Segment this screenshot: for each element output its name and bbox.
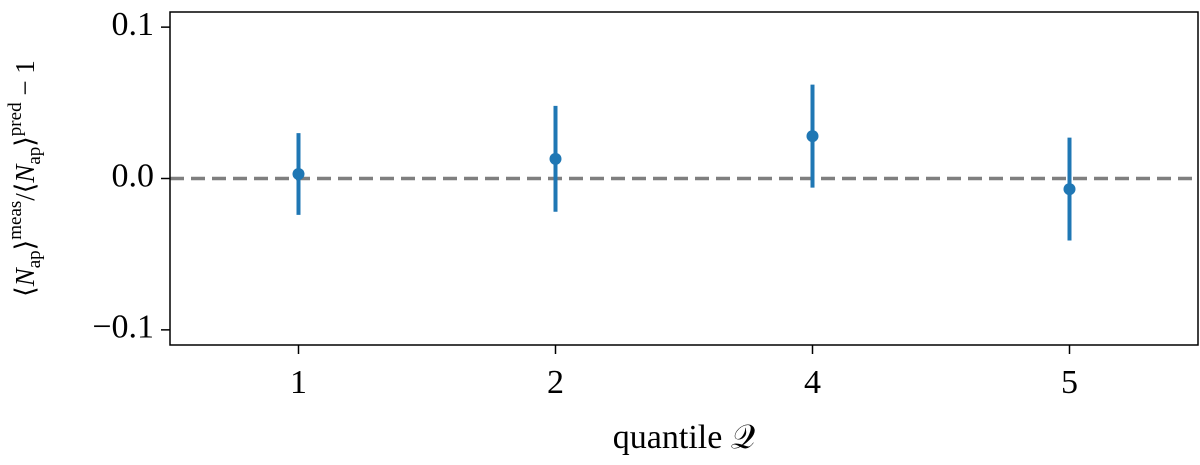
- y-axis-label-part: N: [10, 163, 40, 184]
- y-axis-label-part: pred: [5, 102, 26, 136]
- data-point: [549, 152, 562, 165]
- y-tick-label: −0.1: [92, 309, 154, 346]
- x-tick-label: 1: [290, 364, 307, 401]
- y-axis-label: ⟨Nap⟩meas/⟨Nap⟩pred − 1: [5, 60, 45, 297]
- x-axis-label: quantile 𝒬: [613, 419, 755, 456]
- y-tick-label: 0.1: [112, 6, 155, 43]
- y-axis-label-part: ⟩: [10, 240, 40, 251]
- y-tick-label: 0.0: [112, 157, 155, 194]
- y-axis-label-part: ap: [24, 250, 45, 268]
- y-axis-label-part: ⟩: [10, 136, 40, 147]
- y-axis-label-part: /⟨: [10, 183, 40, 201]
- y-axis-label-part: ⟨: [10, 286, 40, 297]
- y-axis-label-part: meas: [5, 201, 26, 240]
- x-tick-label: 5: [1061, 364, 1078, 401]
- plot-frame: [169, 11, 1199, 346]
- y-axis-label-part: ap: [24, 147, 45, 165]
- y-axis-label-part: N: [10, 266, 40, 287]
- data-point: [806, 130, 819, 143]
- x-tick-label: 4: [804, 364, 821, 401]
- data-point: [1063, 183, 1076, 196]
- y-axis-label-part: − 1: [10, 60, 40, 102]
- x-tick-label: 2: [547, 364, 564, 401]
- data-point: [292, 167, 305, 180]
